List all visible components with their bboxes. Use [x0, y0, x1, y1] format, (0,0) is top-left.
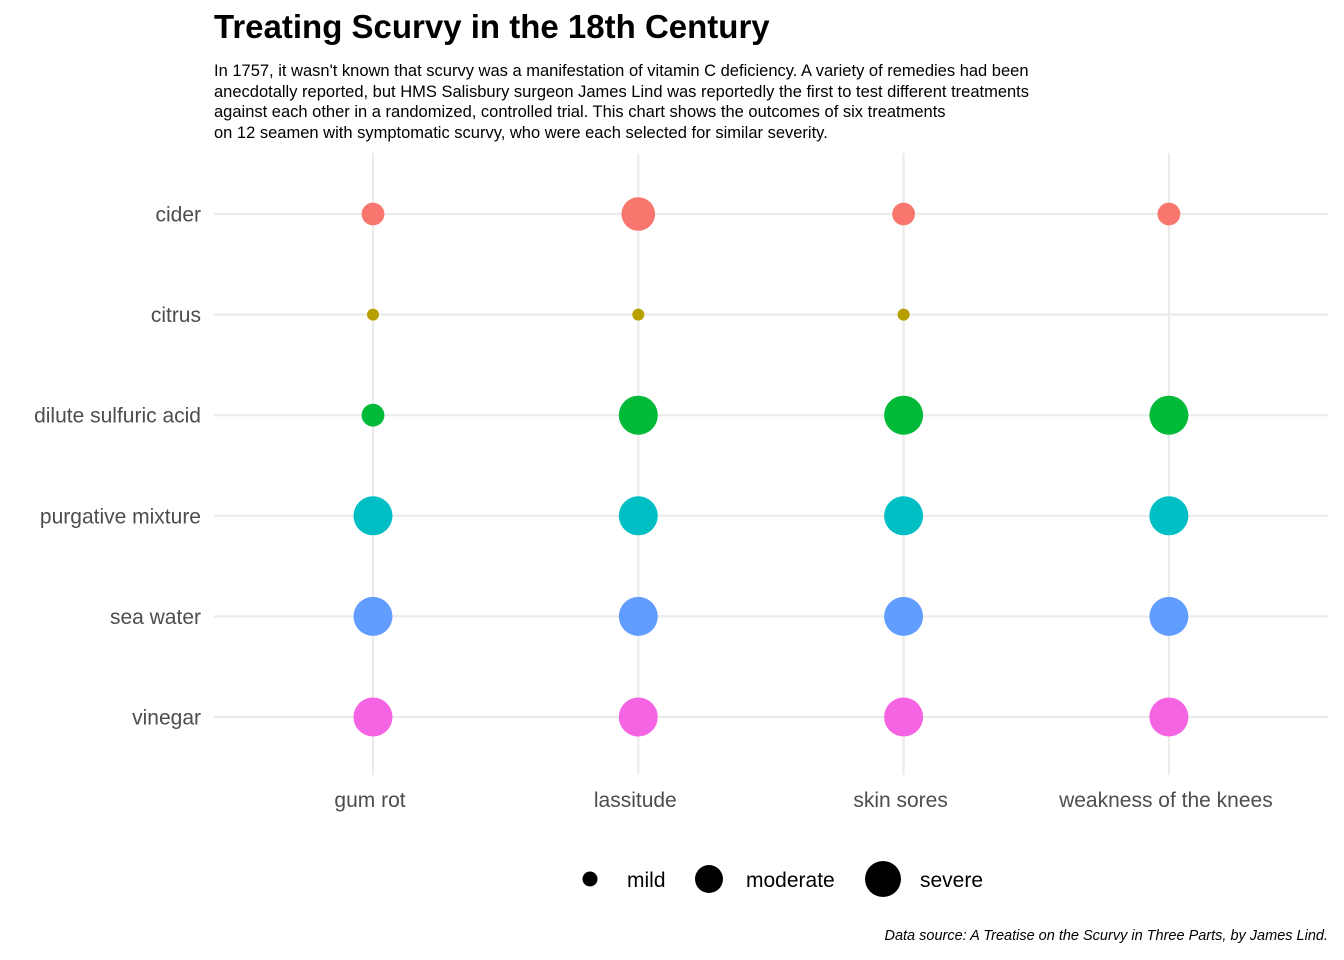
- data-point: [884, 395, 924, 435]
- data-point: [367, 308, 379, 321]
- y-tick-label: citrus: [151, 304, 201, 327]
- data-point: [884, 496, 924, 536]
- legend-key: [695, 865, 723, 893]
- y-tick-label: purgative mixture: [40, 505, 201, 528]
- data-point: [1149, 596, 1189, 636]
- grid-lines: [214, 153, 1328, 775]
- data-point: [1149, 395, 1189, 435]
- chart-subtitle: In 1757, it wasn't known that scurvy was…: [214, 61, 1214, 143]
- data-point: [618, 697, 658, 737]
- data-point: [353, 496, 393, 536]
- data-point: [1149, 496, 1189, 536]
- size-legend: mild moderate severe: [582, 861, 983, 897]
- subtitle-line: on 12 seamen with symptomatic scurvy, wh…: [214, 123, 828, 142]
- legend-key: [865, 861, 901, 897]
- y-tick-label: dilute sulfuric acid: [34, 405, 201, 428]
- data-point: [1157, 202, 1181, 226]
- chart-caption: Data source: A Treatise on the Scurvy in…: [884, 928, 1328, 944]
- x-tick-label: skin sores: [853, 789, 948, 812]
- y-tick-label: sea water: [110, 606, 201, 629]
- subtitle-line: anecdotally reported, but HMS Salisbury …: [214, 82, 1030, 101]
- data-point: [353, 596, 393, 636]
- data-point: [361, 202, 385, 226]
- data-point: [618, 596, 658, 636]
- legend-label: moderate: [746, 869, 835, 892]
- y-tick-label: vinegar: [132, 707, 201, 730]
- data-point: [632, 308, 645, 321]
- data-point: [897, 308, 910, 321]
- data-point: [621, 197, 656, 231]
- legend-label: mild: [627, 869, 666, 892]
- x-axis-labels: gum rot lassitude skin sores weakness of th…: [334, 789, 1272, 812]
- subtitle-line: In 1757, it wasn't known that scurvy was…: [214, 62, 1029, 80]
- x-tick-label: lassitude: [594, 789, 677, 812]
- data-point: [361, 403, 385, 427]
- data-points: [353, 197, 1189, 737]
- data-point: [1149, 697, 1189, 737]
- data-point: [353, 697, 393, 737]
- data-point: [884, 596, 924, 636]
- chart-title: Treating Scurvy in the 18th Century: [214, 8, 770, 45]
- data-point: [618, 496, 658, 536]
- x-tick-label: gum rot: [334, 789, 405, 812]
- subtitle-line: against each other in a randomized, cont…: [214, 103, 946, 121]
- y-tick-label: cider: [155, 204, 201, 227]
- legend-key: [582, 871, 598, 887]
- data-point: [618, 395, 658, 435]
- data-point: [892, 202, 915, 226]
- y-axis-labels: cider citrus dilute sulfuric acid purgative…: [34, 204, 201, 730]
- legend-label: severe: [920, 869, 983, 892]
- x-tick-label: weakness of the knees: [1058, 789, 1273, 812]
- data-point: [884, 697, 924, 737]
